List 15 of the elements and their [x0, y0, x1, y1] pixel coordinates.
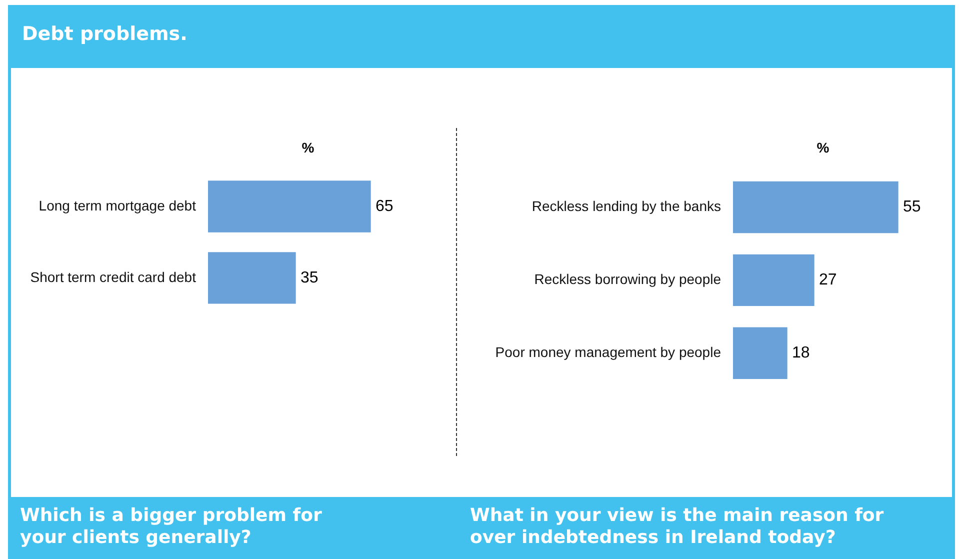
- data-label: 55: [903, 198, 921, 216]
- text: Debt problems.: [22, 23, 188, 45]
- text: Which is a bigger problem for your clients generally?: [20, 505, 323, 549]
- y-tick-label: Reckless borrowing by people: [534, 271, 722, 288]
- data-label: 65: [376, 198, 394, 215]
- data-label: 18: [792, 344, 810, 362]
- data-label: 27: [819, 272, 837, 289]
- x-axis-title: %: [302, 139, 315, 156]
- data-label: 35: [300, 269, 318, 286]
- y-tick-label: Long term mortgage debt: [38, 197, 196, 214]
- x-axis-title: %: [816, 139, 830, 156]
- text: What in your view is the main reason for over indebtedness in Ireland today?: [470, 505, 885, 549]
- y-tick-label: Poor money management by people: [495, 344, 722, 360]
- y-tick-label: Short term credit card debt: [30, 268, 196, 285]
- y-tick-label: Reckless lending by the banks: [532, 198, 721, 214]
